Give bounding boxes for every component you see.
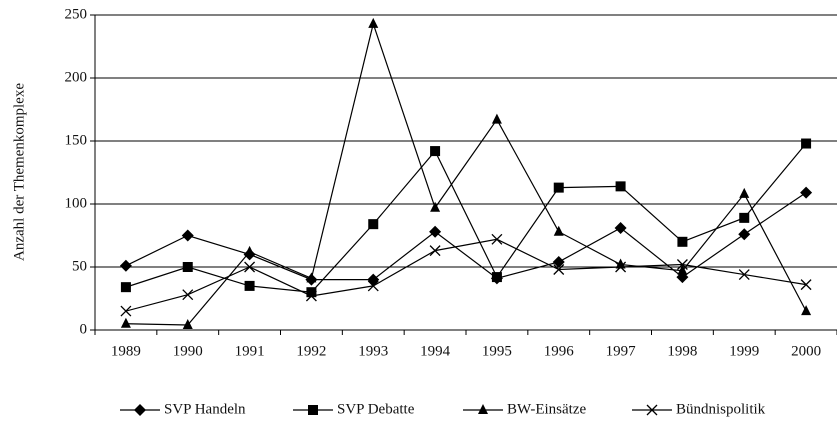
marker	[739, 212, 750, 223]
marker	[429, 225, 442, 238]
marker	[429, 245, 441, 257]
legend-label: BW-Einsätze	[507, 401, 586, 417]
legend-label: SVP Handeln	[164, 401, 246, 417]
marker	[368, 17, 379, 28]
x-tick-label: 1995	[482, 343, 512, 359]
marker	[305, 290, 317, 302]
marker	[368, 219, 379, 230]
marker	[120, 282, 131, 293]
marker	[306, 287, 317, 298]
series-line	[125, 238, 807, 312]
y-axis-label: Anzahl der Themenkomplexe	[11, 83, 27, 261]
y-tick-label: 100	[65, 195, 88, 211]
series-line	[125, 143, 807, 293]
marker	[491, 113, 502, 124]
y-tick-label: 50	[72, 258, 87, 274]
marker	[739, 187, 750, 198]
marker	[491, 272, 502, 283]
x-tick-label: 2000	[791, 343, 821, 359]
marker	[801, 138, 812, 149]
marker	[134, 404, 146, 416]
y-tick-label: 250	[65, 6, 88, 22]
marker	[646, 404, 658, 416]
series-line	[125, 192, 807, 281]
marker	[676, 259, 688, 270]
marker	[552, 255, 565, 268]
marker	[801, 305, 812, 316]
marker	[244, 261, 256, 273]
marker	[182, 318, 193, 329]
marker	[615, 181, 626, 192]
marker	[614, 221, 627, 234]
x-tick-label: 1999	[729, 343, 759, 359]
marker	[800, 186, 813, 199]
marker	[119, 259, 132, 272]
marker	[367, 280, 379, 292]
marker	[120, 305, 132, 317]
series-line	[125, 21, 807, 326]
marker	[478, 404, 488, 414]
marker	[615, 258, 626, 269]
marker	[553, 182, 564, 193]
marker	[800, 279, 812, 291]
x-tick-label: 1991	[235, 343, 265, 359]
marker	[738, 228, 751, 241]
marker	[244, 280, 255, 291]
marker	[182, 289, 194, 301]
y-tick-label: 150	[65, 132, 88, 148]
marker	[738, 269, 750, 281]
marker	[553, 225, 564, 236]
x-tick-label: 1997	[606, 343, 637, 359]
legend-label: SVP Debatte	[337, 401, 415, 417]
marker	[553, 264, 565, 275]
marker	[615, 261, 627, 273]
marker	[677, 236, 688, 247]
marker	[430, 146, 441, 157]
marker	[308, 405, 318, 415]
x-tick-label: 1992	[296, 343, 326, 359]
x-tick-label: 1989	[111, 343, 141, 359]
marker	[677, 264, 688, 275]
marker	[181, 229, 194, 242]
marker	[306, 272, 317, 283]
y-tick-label: 0	[80, 321, 88, 337]
x-tick-label: 1990	[173, 343, 203, 359]
marker	[491, 233, 503, 245]
marker	[120, 317, 131, 328]
legend-label: Bündnispolitik	[676, 401, 766, 417]
y-tick-label: 200	[65, 69, 88, 85]
x-tick-label: 1993	[358, 343, 388, 359]
x-tick-label: 1998	[667, 343, 697, 359]
marker	[182, 262, 193, 272]
x-tick-label: 1994	[420, 343, 451, 359]
marker	[430, 201, 441, 212]
x-tick-label: 1996	[544, 343, 575, 359]
marker	[244, 245, 255, 256]
